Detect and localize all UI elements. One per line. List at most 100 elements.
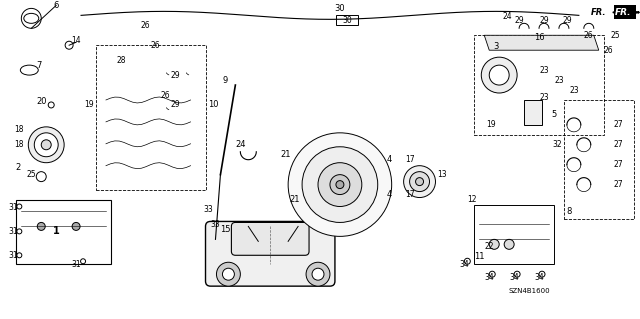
Text: 26: 26 [604, 46, 614, 55]
Circle shape [28, 127, 64, 163]
Text: SZN4B1600: SZN4B1600 [508, 288, 550, 294]
Circle shape [306, 262, 330, 286]
Text: 27: 27 [614, 180, 623, 189]
Text: 12: 12 [468, 195, 477, 204]
Circle shape [539, 271, 545, 277]
Ellipse shape [24, 13, 39, 23]
Text: FR.: FR. [591, 8, 607, 17]
Circle shape [35, 133, 58, 157]
Text: 26: 26 [584, 31, 594, 40]
Text: 34: 34 [484, 273, 494, 282]
Text: 31: 31 [71, 260, 81, 269]
Circle shape [415, 178, 424, 186]
Text: 25: 25 [26, 170, 36, 179]
Circle shape [17, 253, 22, 258]
Text: 30: 30 [335, 4, 345, 13]
Circle shape [330, 174, 350, 195]
Circle shape [223, 268, 234, 280]
Circle shape [288, 133, 392, 236]
Text: 29: 29 [539, 16, 549, 25]
Text: 34: 34 [509, 273, 519, 282]
Text: 18: 18 [15, 125, 24, 134]
Text: 24: 24 [235, 140, 246, 149]
Text: 5: 5 [551, 110, 557, 119]
Text: 27: 27 [614, 120, 623, 130]
Polygon shape [484, 35, 599, 50]
Circle shape [36, 172, 46, 182]
Text: 21: 21 [280, 150, 291, 159]
Circle shape [81, 259, 86, 264]
Text: 24: 24 [502, 12, 512, 21]
Circle shape [17, 229, 22, 234]
Bar [564, 100, 634, 219]
Text: 19: 19 [84, 100, 94, 109]
Circle shape [318, 163, 362, 206]
Text: 1: 1 [53, 226, 60, 236]
Circle shape [465, 258, 470, 264]
Text: 3: 3 [493, 42, 499, 51]
Text: 17: 17 [404, 190, 415, 199]
Text: 7: 7 [36, 61, 42, 70]
Text: 23: 23 [554, 76, 564, 85]
Circle shape [489, 271, 495, 277]
Text: 26: 26 [141, 21, 150, 30]
Circle shape [41, 140, 51, 150]
Text: 29: 29 [562, 16, 572, 25]
Text: 17: 17 [404, 155, 415, 164]
Text: FR.: FR. [614, 8, 631, 17]
Circle shape [21, 8, 41, 28]
Circle shape [336, 181, 344, 189]
Text: 33: 33 [211, 220, 220, 229]
Text: 33: 33 [204, 205, 213, 214]
Bar [336, 15, 358, 25]
Circle shape [234, 229, 243, 239]
Text: 23: 23 [539, 93, 549, 102]
Text: 4: 4 [387, 155, 392, 164]
Circle shape [65, 41, 73, 49]
Circle shape [410, 172, 429, 192]
FancyBboxPatch shape [232, 222, 309, 255]
Text: 14: 14 [71, 36, 81, 45]
Text: 21: 21 [290, 195, 300, 204]
Text: 22: 22 [484, 242, 494, 251]
Text: 31: 31 [8, 251, 18, 260]
Circle shape [489, 239, 499, 249]
Text: 6: 6 [54, 1, 59, 10]
Circle shape [72, 222, 80, 230]
Bar [474, 204, 554, 264]
Bar [524, 100, 542, 125]
Text: 15: 15 [220, 225, 230, 234]
Bar [474, 35, 604, 135]
Text: 8: 8 [566, 207, 572, 216]
Text: 29: 29 [171, 70, 180, 80]
Text: 13: 13 [438, 170, 447, 179]
Text: 29: 29 [515, 16, 524, 25]
Circle shape [302, 147, 378, 222]
Circle shape [17, 204, 22, 209]
Text: 34: 34 [460, 260, 469, 269]
Text: 26: 26 [161, 91, 170, 100]
Text: 27: 27 [614, 160, 623, 169]
Text: 9: 9 [223, 76, 228, 85]
Circle shape [514, 271, 520, 277]
Text: 27: 27 [614, 140, 623, 149]
Text: 18: 18 [15, 140, 24, 149]
Text: 29: 29 [171, 100, 180, 109]
Text: 28: 28 [116, 56, 125, 65]
Circle shape [37, 222, 45, 230]
Text: 10: 10 [208, 100, 219, 109]
Text: 2: 2 [16, 163, 21, 172]
Circle shape [489, 65, 509, 85]
Text: 31: 31 [8, 227, 18, 236]
Text: 23: 23 [539, 66, 549, 75]
Text: 20: 20 [36, 98, 47, 107]
Text: 26: 26 [151, 41, 161, 50]
Text: 11: 11 [474, 252, 484, 261]
Text: 32: 32 [552, 140, 562, 149]
Circle shape [404, 166, 435, 197]
Bar [614, 5, 636, 19]
Circle shape [48, 102, 54, 108]
Bar [17, 199, 111, 264]
Text: 25: 25 [611, 31, 621, 40]
Text: 31: 31 [8, 203, 18, 212]
